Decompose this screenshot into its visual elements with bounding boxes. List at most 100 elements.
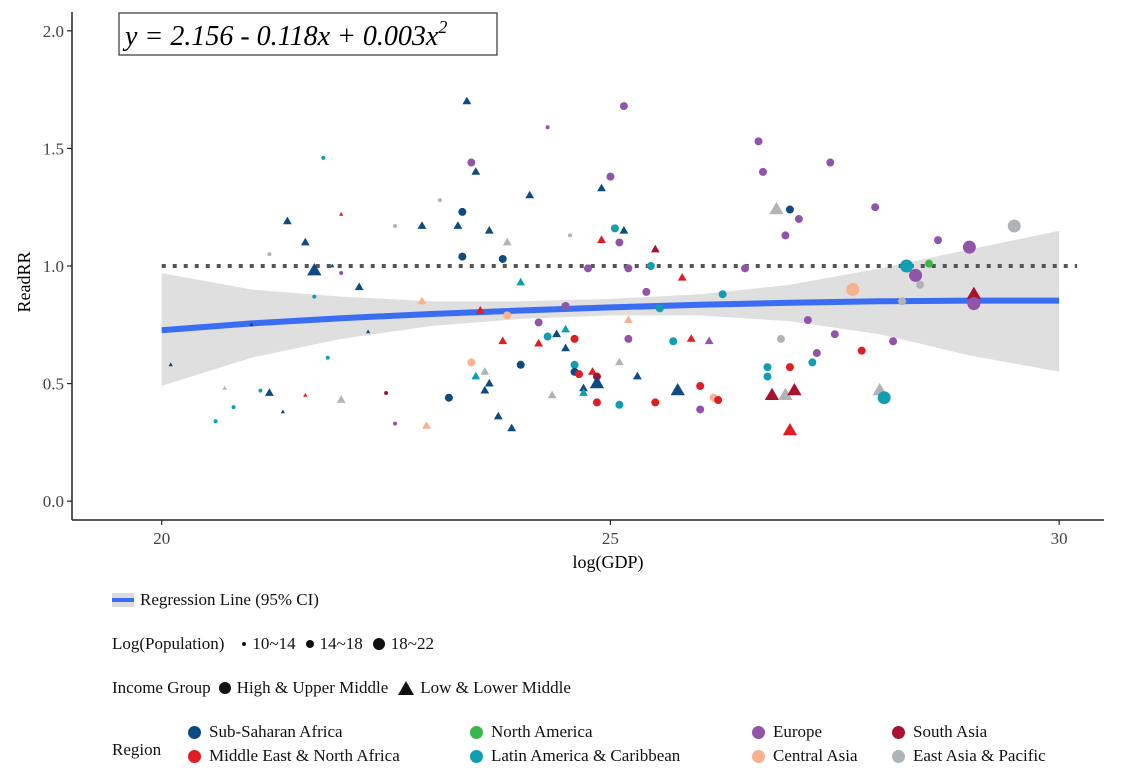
x-tick-label: 30 (1051, 529, 1068, 548)
data-point (642, 287, 651, 296)
scatter-plot: 0.0 0.5 1.0 1.5 2.0 20 25 30 y = 2.156 - 0.118x… (14, 12, 1104, 573)
y-tick-label: 1.0 (43, 257, 64, 276)
data-point (615, 238, 624, 247)
data-point (650, 244, 660, 253)
legend-income-item: Low & Lower Middle (420, 678, 571, 697)
region-color-dot (470, 725, 483, 739)
data-point (781, 231, 790, 240)
data-point (393, 224, 398, 229)
data-point (597, 183, 606, 192)
data-point (258, 388, 263, 393)
data-point (889, 337, 898, 346)
data-point (561, 301, 570, 310)
data-point (484, 226, 494, 234)
y-tick-label: 0.0 (43, 492, 64, 511)
region-color-dot (892, 725, 905, 739)
data-point (507, 423, 517, 432)
data-point (808, 358, 817, 367)
data-point (776, 334, 785, 343)
data-point (584, 264, 592, 273)
region-color-dot (188, 749, 201, 763)
axes-layer: 0.0 0.5 1.0 1.5 2.0 20 25 30 (43, 12, 1104, 548)
data-point (393, 421, 398, 426)
data-point (467, 158, 476, 167)
region-color-dot (752, 749, 765, 763)
data-point (534, 338, 544, 347)
data-point (619, 102, 628, 111)
circle-marker-icon (218, 682, 231, 694)
data-point (754, 137, 763, 146)
legend-region-item: Central Asia (752, 746, 858, 766)
data-point (826, 158, 835, 167)
data-points-layer (168, 96, 1021, 436)
legend-income: Income Group High & Upper Middle Low & L… (112, 678, 571, 698)
data-point (222, 385, 227, 390)
data-point (764, 387, 780, 400)
data-point (471, 371, 481, 380)
data-point (610, 224, 619, 233)
data-point (686, 334, 696, 342)
regression-line (161, 297, 1060, 334)
data-point (516, 277, 526, 286)
data-point (871, 203, 880, 212)
data-point (624, 315, 633, 323)
data-point (498, 254, 507, 263)
data-point (579, 388, 588, 396)
data-point (916, 280, 925, 289)
data-point (417, 221, 427, 229)
data-point (471, 167, 481, 175)
legend-regression-label: Regression Line (95% CI) (140, 590, 319, 609)
data-point (265, 388, 274, 396)
legend-population-item: 14~18 (319, 634, 363, 653)
data-point (312, 294, 317, 299)
data-point (615, 400, 624, 409)
data-point (168, 362, 173, 367)
data-point (503, 311, 512, 320)
data-point (417, 296, 427, 305)
data-point (498, 336, 508, 345)
data-point (677, 273, 687, 281)
data-point (898, 297, 907, 306)
data-point (552, 329, 561, 338)
data-point (812, 349, 821, 358)
legend-population-item: 10~14 (252, 634, 296, 653)
data-point (354, 282, 364, 291)
data-point (437, 198, 442, 203)
data-point (670, 383, 685, 396)
triangle-marker-icon (398, 681, 415, 695)
region-label: Middle East & North Africa (209, 746, 400, 765)
data-point (741, 264, 750, 273)
data-point (300, 237, 310, 246)
data-point (568, 233, 573, 238)
population-medium-marker (305, 640, 314, 648)
legend-region-item: East Asia & Pacific (892, 746, 1046, 766)
data-point (444, 393, 453, 402)
region-label: Europe (773, 722, 823, 741)
legend-regression: Regression Line (95% CI) (112, 590, 319, 610)
data-point (575, 370, 584, 379)
data-point (619, 226, 629, 234)
legend-income-item: High & Upper Middle (236, 678, 389, 697)
legend-region-item: Europe (752, 722, 822, 742)
region-label: East Asia & Pacific (913, 746, 1046, 765)
y-tick-label: 0.5 (43, 375, 64, 394)
data-point (267, 252, 272, 257)
data-point (588, 367, 597, 375)
region-label: Central Asia (773, 746, 858, 765)
data-point (785, 205, 794, 214)
data-point (336, 395, 346, 403)
data-point (453, 221, 463, 229)
region-color-dot (752, 725, 765, 739)
data-point (325, 355, 330, 360)
legend-population: Log(Population) 10~14 14~18 18~22 (112, 634, 434, 654)
data-point (803, 316, 812, 325)
legend-region-item: Latin America & Caribbean (470, 746, 680, 766)
data-point (339, 271, 344, 276)
data-point (422, 421, 431, 429)
y-axis-title: ReadRR (14, 252, 34, 313)
data-point (280, 409, 286, 414)
data-point (782, 423, 798, 436)
data-point (384, 391, 389, 395)
data-point (655, 304, 664, 313)
data-point (458, 252, 467, 261)
